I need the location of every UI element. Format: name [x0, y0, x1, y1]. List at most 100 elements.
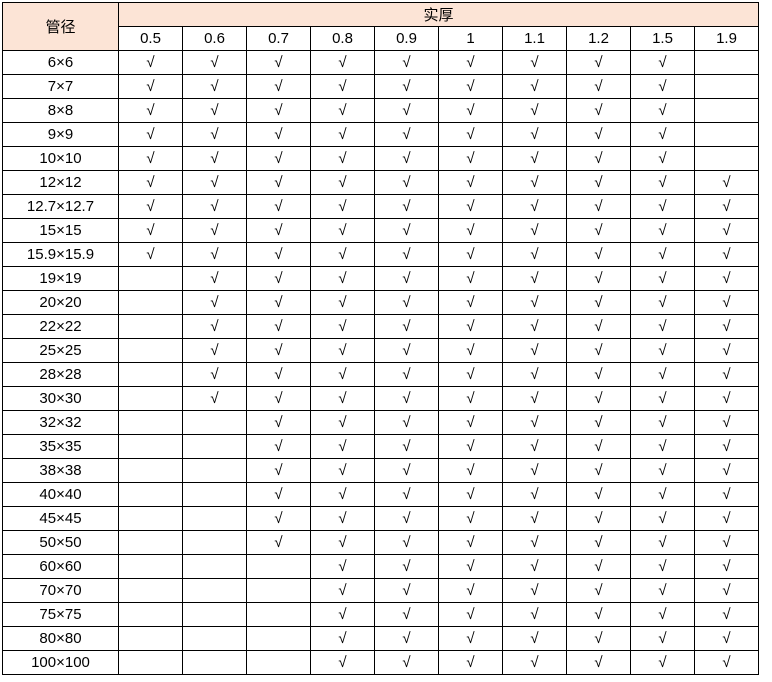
availability-cell: √: [246, 482, 311, 507]
thickness-col-header: 1.9: [694, 26, 759, 51]
table-row: 19×19 √ √ √ √ √ √ √ √ √: [2, 266, 759, 291]
availability-cell: √: [438, 338, 503, 363]
availability-cell: √: [182, 290, 247, 315]
availability-cell: √: [502, 506, 567, 531]
thickness-col-header: 0.7: [246, 26, 311, 51]
availability-cell: √: [310, 602, 375, 627]
size-cell: 19×19: [2, 266, 119, 291]
size-cell: 9×9: [2, 122, 119, 147]
availability-cell: √: [310, 266, 375, 291]
availability-cell: √: [310, 170, 375, 195]
table-row: 32×32 √ √ √ √ √ √ √ √: [2, 410, 759, 435]
availability-cell: √: [438, 98, 503, 123]
availability-cell: √: [310, 98, 375, 123]
availability-cell: √: [694, 650, 759, 675]
table-row: 15.9×15.9 √ √ √ √ √ √ √ √ √ √: [2, 242, 759, 267]
availability-cell: [118, 482, 183, 507]
availability-cell: √: [246, 290, 311, 315]
availability-cell: [118, 530, 183, 555]
availability-cell: √: [374, 194, 439, 219]
availability-cell: √: [310, 554, 375, 579]
availability-cell: [694, 122, 759, 147]
availability-cell: √: [502, 170, 567, 195]
table-row: 70×70 √ √ √ √ √ √ √: [2, 578, 759, 603]
availability-cell: √: [438, 314, 503, 339]
size-cell: 100×100: [2, 650, 119, 675]
availability-cell: √: [374, 218, 439, 243]
availability-cell: √: [566, 314, 631, 339]
thickness-col-header: 0.9: [374, 26, 439, 51]
availability-cell: √: [118, 50, 183, 75]
availability-cell: √: [246, 530, 311, 555]
availability-cell: √: [246, 314, 311, 339]
availability-cell: [694, 50, 759, 75]
availability-cell: √: [310, 242, 375, 267]
availability-cell: √: [694, 578, 759, 603]
availability-cell: [182, 602, 247, 627]
availability-cell: √: [438, 650, 503, 675]
availability-cell: √: [310, 458, 375, 483]
availability-cell: √: [502, 602, 567, 627]
availability-cell: √: [630, 530, 695, 555]
availability-cell: √: [310, 506, 375, 531]
availability-cell: √: [502, 338, 567, 363]
availability-cell: √: [310, 362, 375, 387]
availability-cell: √: [502, 194, 567, 219]
availability-cell: √: [566, 146, 631, 171]
availability-cell: √: [630, 362, 695, 387]
availability-cell: √: [118, 74, 183, 99]
availability-cell: √: [310, 218, 375, 243]
thickness-header: 实厚: [118, 2, 759, 27]
availability-cell: √: [182, 98, 247, 123]
availability-cell: √: [630, 434, 695, 459]
availability-cell: √: [566, 338, 631, 363]
availability-cell: √: [182, 74, 247, 99]
availability-cell: [118, 410, 183, 435]
table-row: 35×35 √ √ √ √ √ √ √ √: [2, 434, 759, 459]
availability-cell: √: [566, 530, 631, 555]
availability-cell: [118, 266, 183, 291]
table-row: 60×60 √ √ √ √ √ √ √: [2, 554, 759, 579]
availability-cell: √: [182, 362, 247, 387]
availability-cell: √: [438, 554, 503, 579]
availability-cell: √: [502, 314, 567, 339]
availability-cell: √: [566, 50, 631, 75]
table-row: 6×6 √ √ √ √ √ √ √ √ √: [2, 50, 759, 75]
availability-cell: √: [374, 602, 439, 627]
availability-cell: √: [182, 50, 247, 75]
availability-cell: [694, 98, 759, 123]
availability-cell: √: [374, 506, 439, 531]
availability-cell: √: [374, 530, 439, 555]
availability-cell: √: [438, 410, 503, 435]
availability-cell: √: [246, 458, 311, 483]
availability-cell: √: [374, 410, 439, 435]
availability-cell: √: [246, 50, 311, 75]
availability-cell: √: [566, 242, 631, 267]
table-row: 8×8 √ √ √ √ √ √ √ √ √: [2, 98, 759, 123]
availability-cell: √: [246, 386, 311, 411]
availability-cell: √: [566, 554, 631, 579]
availability-cell: [118, 314, 183, 339]
availability-cell: √: [566, 170, 631, 195]
size-cell: 7×7: [2, 74, 119, 99]
availability-cell: √: [694, 506, 759, 531]
size-cell: 50×50: [2, 530, 119, 555]
availability-cell: √: [438, 530, 503, 555]
availability-cell: [118, 578, 183, 603]
availability-cell: √: [118, 146, 183, 171]
availability-cell: √: [694, 266, 759, 291]
availability-cell: √: [694, 170, 759, 195]
availability-cell: √: [630, 386, 695, 411]
availability-cell: √: [630, 338, 695, 363]
availability-cell: √: [438, 578, 503, 603]
availability-cell: √: [694, 362, 759, 387]
availability-cell: √: [566, 218, 631, 243]
availability-cell: √: [694, 410, 759, 435]
availability-cell: √: [438, 218, 503, 243]
availability-cell: √: [694, 602, 759, 627]
availability-cell: [182, 530, 247, 555]
availability-cell: √: [566, 98, 631, 123]
availability-cell: √: [374, 458, 439, 483]
size-cell: 22×22: [2, 314, 119, 339]
availability-cell: √: [182, 194, 247, 219]
